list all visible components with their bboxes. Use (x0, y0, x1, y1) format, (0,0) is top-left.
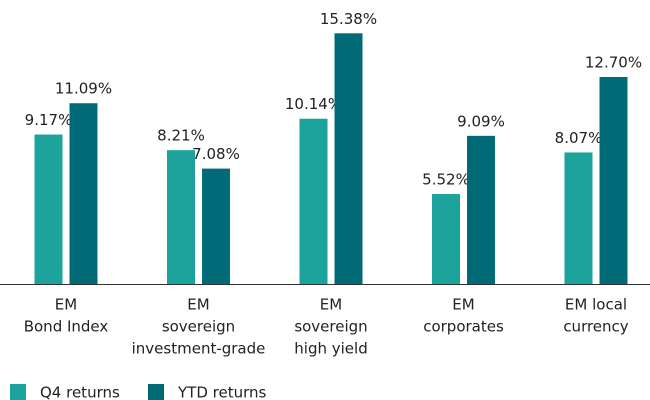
bar (202, 168, 230, 284)
bar (334, 33, 363, 284)
x-tick-label: currency (563, 318, 628, 336)
x-tick-label: EM (187, 296, 209, 314)
x-tick-label: EM (55, 296, 77, 314)
bar (167, 150, 195, 284)
legend-label: YTD returns (177, 384, 267, 400)
x-tick-label: sovereign (162, 318, 235, 336)
x-tick-label: EM (452, 296, 474, 314)
bar (34, 134, 63, 284)
value-label: 15.38% (320, 10, 377, 28)
x-tick-label: EM (320, 296, 342, 314)
bar (467, 135, 495, 284)
value-label: 7.08% (192, 145, 240, 163)
bar (299, 118, 328, 284)
x-tick-label: high yield (294, 340, 367, 358)
x-tick-label: sovereign (294, 318, 367, 336)
value-label: 8.21% (157, 127, 205, 145)
x-tick-label: EM local (565, 296, 627, 314)
bar (564, 152, 593, 284)
value-label: 8.07% (555, 129, 603, 147)
x-tick-label: investment-grade (132, 340, 266, 358)
legend-swatch (10, 384, 26, 400)
value-label: 5.52% (422, 171, 470, 189)
bar (599, 76, 628, 285)
x-tick-label: corporates (423, 318, 504, 336)
value-label: 12.70% (585, 53, 642, 71)
value-label: 10.14% (285, 95, 342, 113)
bar (432, 194, 460, 284)
value-label: 11.09% (55, 80, 112, 98)
x-tick-label: Bond Index (24, 318, 109, 336)
value-label: 9.17% (25, 111, 73, 129)
legend-label: Q4 returns (40, 384, 120, 400)
value-label: 9.09% (457, 112, 505, 130)
legend-swatch (148, 384, 164, 400)
bar (69, 103, 98, 284)
